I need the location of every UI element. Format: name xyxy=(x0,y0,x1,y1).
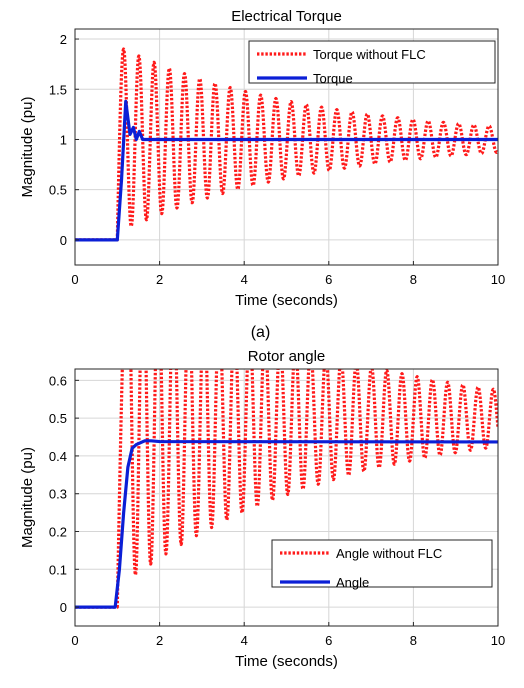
y-tick-label: 0.4 xyxy=(49,449,67,464)
x-tick-label: 6 xyxy=(325,633,332,648)
series-line-1 xyxy=(75,369,498,609)
x-tick-label: 8 xyxy=(410,272,417,287)
series-line-1 xyxy=(75,47,498,242)
chart-panel-1: 0 2 4 6 8 10 0 0.5 1 1.5 2 Electrical Torque Time (s… xyxy=(19,8,505,341)
y-tick-label: 0 xyxy=(60,600,67,615)
x-tick-label: 0 xyxy=(71,633,78,648)
legend-box xyxy=(271,539,493,588)
x-tick-label: 6 xyxy=(325,272,332,287)
series-line-2 xyxy=(75,439,498,609)
chart-panel-2: 0 2 4 6 8 10 0 0.1 0.2 0.3 0.4 0.5 0.6 Rotor angle Tim… xyxy=(19,348,505,670)
chart-title: Rotor angle xyxy=(248,348,326,365)
x-tick-label: 10 xyxy=(491,633,505,648)
y-tick-label: 0.6 xyxy=(49,373,67,388)
legend-label-2: Torque xyxy=(313,71,353,86)
y-tick-label: 0.1 xyxy=(49,562,67,577)
legend-box xyxy=(248,40,496,84)
y-tick-label: 0.5 xyxy=(49,411,67,426)
legend-label-1: Torque without FLC xyxy=(313,47,426,62)
axes-box xyxy=(74,28,499,266)
x-tick-label: 10 xyxy=(491,272,505,287)
y-tick-label: 0.3 xyxy=(49,487,67,502)
x-axis-label: Time (seconds) xyxy=(235,292,338,309)
y-tick-label: 0 xyxy=(60,233,67,248)
x-axis-label: Time (seconds) xyxy=(235,653,338,670)
legend: Torque without FLC Torque xyxy=(248,40,496,86)
x-tick-label: 4 xyxy=(241,272,248,287)
x-tick-label: 0 xyxy=(71,272,78,287)
y-tick-label: 0.2 xyxy=(49,525,67,540)
y-axis-label: Magnitude (pu) xyxy=(19,97,36,198)
x-tick-label: 8 xyxy=(410,633,417,648)
y-tick-label: 1 xyxy=(60,132,67,147)
x-tick-label: 2 xyxy=(156,633,163,648)
axes-box xyxy=(74,368,499,627)
figure-caption: (a) xyxy=(251,324,271,341)
legend-label-2: Angle xyxy=(336,575,369,590)
legend: Angle without FLC Angle xyxy=(271,539,493,590)
legend-label-1: Angle without FLC xyxy=(336,546,442,561)
y-tick-label: 0.5 xyxy=(49,183,67,198)
y-tick-label: 1.5 xyxy=(49,82,67,97)
y-axis-label: Magnitude (pu) xyxy=(19,447,36,548)
series-line-2 xyxy=(75,99,498,242)
y-tick-label: 2 xyxy=(60,32,67,47)
x-tick-label: 2 xyxy=(156,272,163,287)
x-tick-label: 4 xyxy=(241,633,248,648)
chart-title: Electrical Torque xyxy=(231,8,342,25)
